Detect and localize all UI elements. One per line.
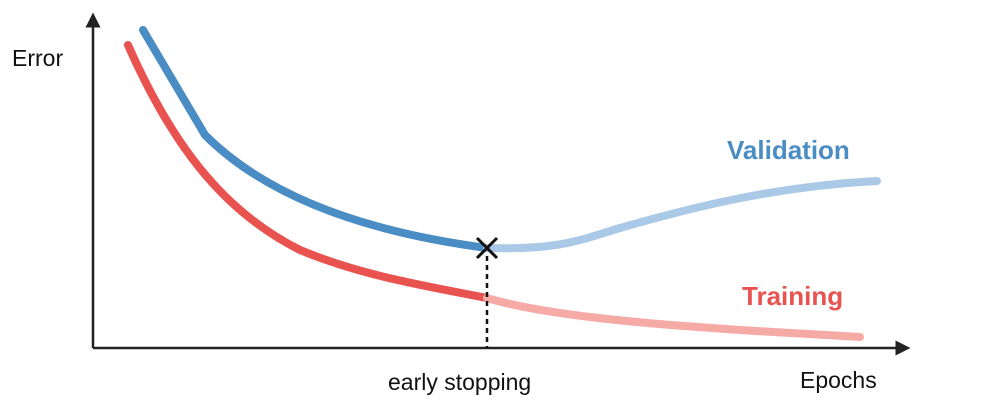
training-label: Training <box>742 281 843 311</box>
y-axis-label: Error <box>12 45 63 71</box>
training-curve <box>124 41 491 302</box>
validation-curve <box>139 26 491 252</box>
training-curve-after <box>483 294 864 341</box>
validation-label: Validation <box>727 135 850 165</box>
stop-marker <box>475 236 499 260</box>
annotation: early stopping <box>388 369 531 395</box>
x-axis-label: Epochs <box>800 367 877 393</box>
validation-curve-after <box>483 177 881 253</box>
